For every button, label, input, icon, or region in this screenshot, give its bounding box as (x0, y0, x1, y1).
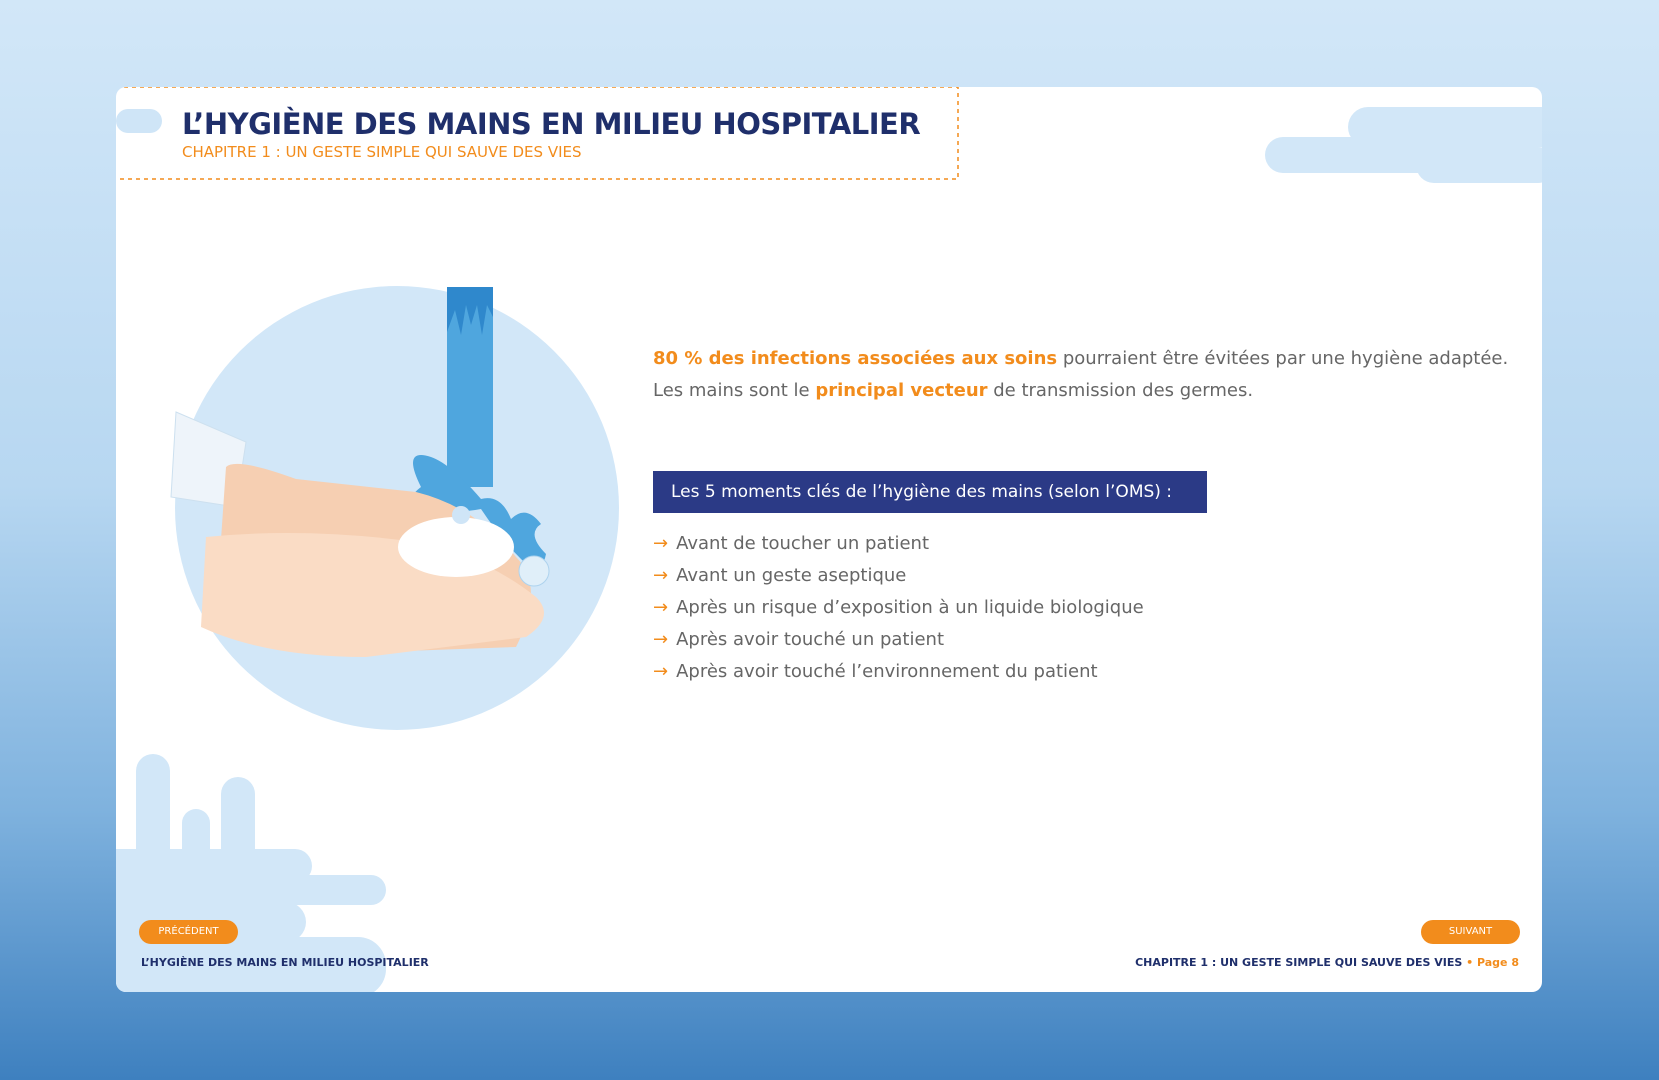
text: Les mains sont le (653, 380, 816, 401)
arrow-icon: → (653, 533, 669, 554)
moment-text: Avant un geste aseptique (676, 565, 907, 586)
highlight: principal vecteur (815, 380, 988, 401)
arrow-icon: → (653, 565, 669, 586)
previous-button[interactable]: PRÉCÉDENT (139, 920, 238, 944)
text: de transmission des germes. (987, 380, 1254, 401)
moment-text: Après avoir touché un patient (676, 629, 945, 650)
pill-shape (116, 109, 162, 133)
text: pourraient être évitées par une hygiène … (1057, 348, 1509, 369)
moment-text: Après un risque d’exposition à un liquid… (676, 597, 1144, 618)
next-button[interactable]: SUIVANT (1421, 920, 1520, 944)
moment-item: → Après avoir touché un patient (653, 629, 944, 650)
arrow-icon: → (653, 629, 669, 650)
hand-washing-illustration (170, 286, 619, 730)
moment-item: → Avant de toucher un patient (653, 533, 929, 554)
moment-item: → Après avoir touché l’environnement du p… (653, 661, 1098, 682)
moments-title: Les 5 moments clés de l’hygiène des main… (653, 471, 1207, 513)
footer-left: L’HYGIÈNE DES MAINS EN MILIEU HOSPITALIE… (141, 956, 429, 969)
moment-item: → Après un risque d’exposition à un liqui… (653, 597, 1144, 618)
footer-chapter: CHAPITRE 1 : UN GESTE SIMPLE QUI SAUVE D… (1135, 956, 1463, 969)
bottom-shapes (116, 754, 386, 992)
highlight: 80 % des infections associées aux soins (653, 348, 1058, 369)
title: L’HYGIÈNE DES MAINS EN MILIEU HOSPITALIE… (182, 107, 921, 141)
arrow-icon: → (653, 661, 669, 682)
title-frame (116, 87, 959, 180)
intro-line: Les mains sont le principal vecteur de t… (653, 380, 1253, 401)
decoration (116, 87, 1542, 992)
page-number: • Page 8 (1466, 956, 1519, 969)
slide: L’HYGIÈNE DES MAINS EN MILIEU HOSPITALIE… (116, 87, 1542, 992)
moment-item: → Avant un geste aseptique (653, 565, 906, 586)
intro-line: 80 % des infections associées aux soins … (653, 348, 1508, 369)
moment-text: Après avoir touché l’environnement du pa… (676, 661, 1098, 682)
subtitle: CHAPITRE 1 : UN GESTE SIMPLE QUI SAUVE D… (182, 143, 582, 161)
arrow-icon: → (653, 597, 669, 618)
moment-text: Avant de toucher un patient (676, 533, 930, 554)
footer-right: CHAPITRE 1 : UN GESTE SIMPLE QUI SAUVE D… (1135, 956, 1519, 969)
cloud (1416, 147, 1542, 183)
cloud (1348, 107, 1542, 147)
